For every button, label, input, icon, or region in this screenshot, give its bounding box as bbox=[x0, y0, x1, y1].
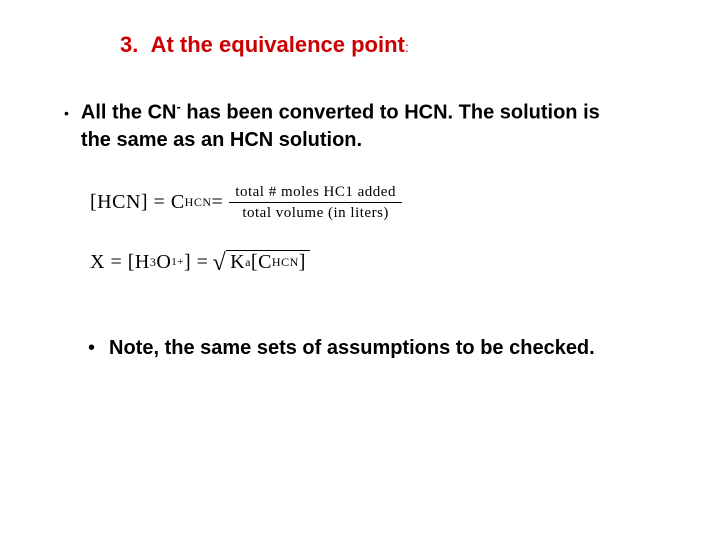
bullet-1-text: All the CN- has been converted to HCN. T… bbox=[81, 98, 621, 154]
equation-2: X = [H3O1+] = √ Ka[CHCN] bbox=[90, 250, 660, 275]
heading-colon: : bbox=[405, 39, 409, 55]
slide: 3. At the equivalence point: • All the C… bbox=[0, 0, 720, 540]
heading: 3. At the equivalence point: bbox=[120, 32, 660, 58]
eq1-lhs-sub: HCN bbox=[185, 195, 212, 210]
equations: [HCN] = CHCN = total # moles HC1 added t… bbox=[90, 184, 660, 275]
radical-icon: √ bbox=[212, 251, 226, 276]
eq1-lhs: [HCN] = C bbox=[90, 191, 185, 214]
equation-1: [HCN] = CHCN = total # moles HC1 added t… bbox=[90, 184, 660, 222]
bullet-1-marker: • bbox=[64, 100, 69, 126]
eq2-k: K bbox=[230, 251, 245, 274]
bullet-2: • Note, the same sets of assumptions to … bbox=[88, 335, 660, 362]
bullet-1: • All the CN- has been converted to HCN.… bbox=[64, 98, 660, 154]
eq1-fraction: total # moles HC1 added total volume (in… bbox=[229, 184, 402, 222]
eq1-equals: = bbox=[212, 191, 224, 214]
eq2-lhs-pre: X = [H bbox=[90, 251, 150, 274]
bullet-2-marker: • bbox=[88, 335, 95, 361]
eq2-lhs-mid: O bbox=[156, 251, 171, 274]
heading-number: 3. bbox=[120, 32, 138, 57]
eq2-open: [C bbox=[251, 251, 272, 274]
bullet-2-text: Note, the same sets of assumptions to be… bbox=[109, 335, 595, 362]
heading-text: At the equivalence point bbox=[151, 32, 405, 57]
eq1-numerator: total # moles HC1 added bbox=[229, 184, 402, 204]
eq2-lhs-post: ] = bbox=[184, 251, 208, 274]
eq2-sqrt: √ Ka[CHCN] bbox=[212, 250, 309, 275]
eq2-close: ] bbox=[299, 251, 306, 274]
bullet-1-pre: All the CN bbox=[81, 102, 177, 124]
eq2-radicand: Ka[CHCN] bbox=[226, 250, 310, 275]
eq2-lhs-sup: 1+ bbox=[171, 256, 184, 268]
eq1-denominator: total volume (in liters) bbox=[236, 203, 395, 222]
eq2-c-sub: HCN bbox=[272, 255, 299, 270]
